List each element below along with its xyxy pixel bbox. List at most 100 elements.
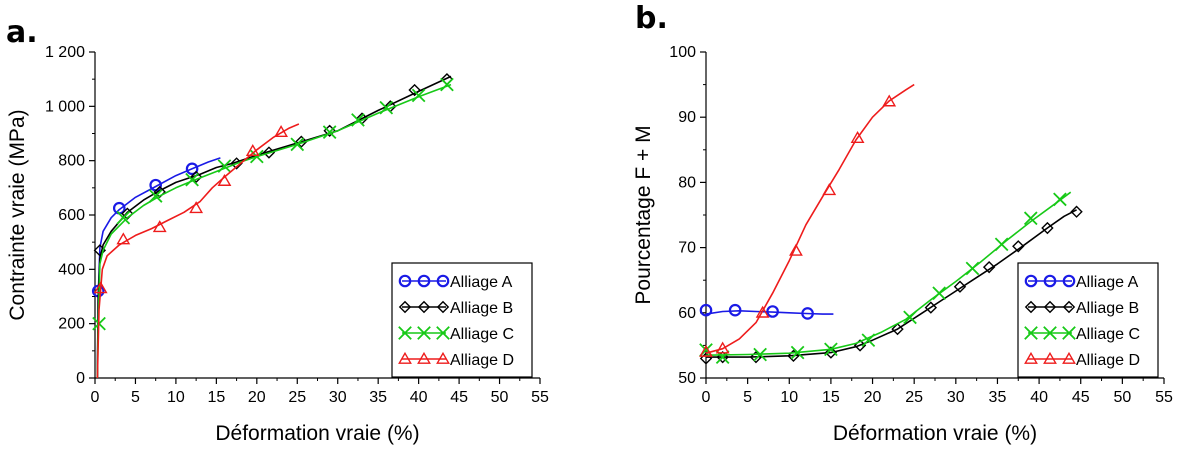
legend-marker	[398, 326, 412, 340]
legend-label: Alliage B	[1076, 300, 1139, 317]
legend-marker	[436, 300, 450, 314]
data-point	[112, 201, 126, 215]
data-point	[440, 77, 454, 92]
data-point	[882, 94, 897, 107]
y-tick-label: 200	[58, 316, 85, 333]
data-point	[932, 286, 947, 301]
data-point	[824, 346, 838, 359]
panel-letter: a.	[6, 15, 38, 50]
x-tick-label: 45	[450, 389, 468, 406]
legend-marker	[1043, 351, 1057, 364]
data-point	[755, 305, 770, 318]
legend-marker	[1043, 326, 1057, 340]
series-line	[705, 309, 834, 315]
x-tick-label: 10	[780, 389, 798, 406]
data-point	[1023, 211, 1038, 226]
y-tick-label: 100	[669, 44, 696, 61]
series-alliage-d	[699, 83, 915, 357]
panel-letter: b.	[635, 1, 668, 36]
y-tick-label: 1 000	[45, 98, 85, 115]
x-tick-label: 50	[1113, 389, 1131, 406]
data-point	[322, 125, 337, 139]
legend-marker	[1024, 300, 1038, 314]
x-tick-label: 5	[743, 389, 752, 406]
legend-marker	[1062, 300, 1076, 314]
y-tick-label: 50	[678, 370, 696, 387]
x-tick-label: 40	[1030, 389, 1048, 406]
data-point	[93, 281, 108, 294]
series-alliage-a	[91, 157, 221, 379]
x-tick-label: 0	[702, 389, 711, 406]
data-point	[274, 125, 289, 138]
series-line	[705, 83, 915, 354]
x-tick-label: 50	[491, 389, 509, 406]
data-point	[1041, 221, 1054, 235]
data-point	[295, 135, 308, 148]
data-point	[699, 344, 713, 357]
y-tick-label: 400	[58, 261, 85, 278]
data-point	[903, 310, 917, 325]
x-axis-label: Déformation vraie (%)	[215, 422, 419, 445]
x-tick-label: 55	[531, 389, 549, 406]
data-point	[116, 232, 131, 245]
series-alliage-c	[699, 191, 1072, 364]
y-tick-label: 600	[58, 207, 85, 224]
data-point	[217, 173, 232, 186]
data-point	[699, 303, 713, 317]
data-point	[116, 210, 131, 225]
legend-marker	[1043, 300, 1057, 314]
legend-marker	[417, 274, 431, 288]
x-tick-label: 25	[288, 389, 306, 406]
legend-marker	[1062, 274, 1076, 288]
series-alliage-c	[92, 77, 454, 379]
data-point	[924, 301, 938, 314]
legend-marker	[1043, 274, 1057, 288]
legend-label: Alliage B	[450, 300, 513, 317]
data-point	[379, 100, 394, 115]
data-point	[728, 303, 742, 317]
data-point	[290, 137, 305, 152]
x-tick-label: 35	[989, 389, 1007, 406]
data-point	[789, 243, 803, 256]
data-point	[152, 220, 167, 233]
legend-label: Alliage A	[450, 274, 513, 291]
x-tick-label: 25	[905, 389, 923, 406]
chart-panel-a: a. 0 5 10 15 20 25 30 35 40 45 50 55 0 200 400 600 800 1 0…	[6, 15, 549, 445]
data-point	[1070, 205, 1083, 218]
data-point	[753, 347, 767, 362]
data-point	[408, 83, 421, 97]
legend-box	[1017, 262, 1159, 378]
data-point	[411, 88, 426, 103]
legend-label: Alliage A	[1076, 274, 1139, 291]
legend-marker	[436, 274, 450, 288]
data-point	[351, 113, 365, 127]
data-point	[189, 170, 203, 184]
data-point	[245, 144, 260, 157]
series-line	[96, 123, 300, 379]
legend-marker	[436, 326, 450, 340]
data-point	[262, 146, 276, 159]
y-tick-label: 1 200	[45, 44, 85, 61]
data-point	[1053, 192, 1067, 207]
legend-marker	[1062, 326, 1076, 340]
y-axis-label: Contrainte vraie (MPa)	[6, 109, 29, 320]
legend-marker	[1062, 351, 1076, 364]
legend-label: Alliage D	[450, 352, 514, 369]
x-tick-label: 45	[1072, 389, 1090, 406]
x-tick-label: 0	[91, 389, 100, 406]
legend-marker	[1024, 326, 1038, 340]
data-point	[1012, 240, 1025, 253]
x-tick-label: 5	[131, 389, 140, 406]
x-tick-label: 30	[947, 389, 965, 406]
y-tick-label: 90	[678, 109, 696, 126]
data-point	[891, 322, 904, 336]
series-line	[705, 191, 1072, 356]
legend: Alliage A Alliage B Alliage C Alliage D	[391, 262, 533, 378]
legend-marker	[398, 274, 412, 288]
legend-marker	[417, 300, 431, 314]
legend-marker	[436, 351, 450, 364]
x-tick-label: 15	[207, 389, 225, 406]
x-tick-label: 10	[167, 389, 185, 406]
